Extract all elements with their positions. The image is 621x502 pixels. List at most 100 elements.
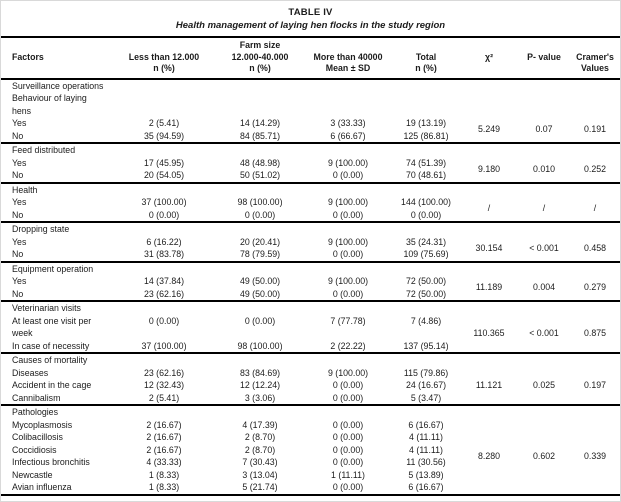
table-row: Avian influenza 1 (8.33) 5 (21.74) 0 (0.00)… <box>1 481 620 495</box>
p-value-cell: < 0.001 <box>529 242 559 253</box>
cramer-value-cell: 0.252 <box>583 163 606 174</box>
section-label: Equipment operation <box>12 263 94 274</box>
value-cell: 35 (94.59) <box>143 130 185 141</box>
value-cell: 7 (77.78) <box>330 315 366 326</box>
header-line: n (%) <box>415 63 437 73</box>
value-cell: 1 (8.33) <box>148 469 180 480</box>
value-cell: 0 (0.00) <box>148 209 180 220</box>
value-cell: 0 (0.00) <box>148 315 180 326</box>
section-label: Causes of mortality <box>12 355 88 365</box>
value-cell: 0 (0.00) <box>332 380 364 390</box>
table-row: Colibacillosis 2 (16.67) 2 (8.70) 0 (0.00) 4… <box>1 431 620 444</box>
value-cell: 70 (48.61) <box>405 170 447 180</box>
col-header-cramers-values: Cramer's Values <box>570 37 620 80</box>
table-row: At least one visit per week 0 (0.00) 0 (0.0… <box>1 315 620 340</box>
table-section: Veterinarian visits At least one visit pe… <box>1 301 620 353</box>
value-cell: 37 (100.00) <box>141 197 187 207</box>
value-cell: 0 (0.00) <box>332 457 364 467</box>
header-line: More than 40000 <box>313 51 383 62</box>
row-label: In case of necessity <box>12 340 90 351</box>
table-caption: TABLE IV Health management of laying hen… <box>1 1 620 36</box>
value-cell: 4 (11.11) <box>409 444 443 455</box>
value-cell: 98 (100.00) <box>237 340 283 351</box>
value-cell: 1 (8.33) <box>148 482 180 492</box>
chi-square-cell: 11.121 <box>475 380 503 390</box>
value-cell: 49 (50.00) <box>239 288 281 299</box>
p-value-cell: 0.602 <box>532 450 555 461</box>
value-cell: 48 (48.98) <box>239 157 281 168</box>
cramer-value-cell: 0.458 <box>583 242 606 253</box>
chi-square-cell: 11.189 <box>475 282 503 293</box>
row-label: Cannibalism <box>12 392 61 403</box>
row-label: No <box>12 209 24 220</box>
row-label: Coccidiosis <box>12 444 57 455</box>
value-cell: 74 (51.39) <box>405 157 447 168</box>
section-header-row: Health <box>1 183 620 197</box>
cramer-value-cell: / <box>593 203 597 214</box>
p-value-cell: 0.025 <box>532 380 555 390</box>
col-header-factors: Factors <box>1 37 112 80</box>
row-label: No <box>12 130 24 141</box>
table-section: Health Yes 37 (100.00) 98 (100.00) 9 (100.00… <box>1 182 620 223</box>
table-row: No 35 (94.59) 84 (85.71) 6 (66.67) 125 (86.8… <box>1 130 620 144</box>
section-header-row: Surveillance operations <box>1 79 620 93</box>
value-cell: 3 (33.33) <box>330 118 366 128</box>
value-cell: 0 (0.00) <box>410 209 442 220</box>
table-section: Dropping state Yes 6 (16.22) 20 (20.41) 9 (1… <box>1 222 620 262</box>
value-cell: 0 (0.00) <box>332 444 364 455</box>
value-cell: 35 (24.31) <box>405 236 447 247</box>
section-label: Surveillance operations <box>12 80 104 91</box>
section-header-row: Behaviour of laying hens <box>1 92 620 117</box>
row-label: Diseases <box>12 367 49 378</box>
value-cell: 125 (86.81) <box>403 130 449 141</box>
table-row: Cannibalism 2 (5.41) 3 (3.06) 0 (0.00) 5 (3.… <box>1 392 620 406</box>
row-label: At least one visit per week <box>12 315 92 339</box>
table-row: No 0 (0.00) 0 (0.00) 0 (0.00) 0 (0.00) <box>1 209 620 223</box>
value-cell: 4 (33.33) <box>146 457 182 467</box>
header-line: n (%) <box>249 63 271 73</box>
value-cell: 0 (0.00) <box>332 482 364 492</box>
table-row: No 20 (54.05) 50 (51.02) 0 (0.00) 70 (48.61) <box>1 169 620 183</box>
value-cell: 9 (100.00) <box>327 367 369 378</box>
section-label: Feed distributed <box>12 145 76 155</box>
row-label: Yes <box>12 236 27 247</box>
section-label: Health <box>12 184 38 195</box>
value-cell: 9 (100.00) <box>327 157 369 168</box>
value-cell: 23 (62.16) <box>143 288 185 299</box>
col-header-less-than-12000: Less than 12.000 n (%) <box>112 37 216 80</box>
value-cell: 115 (79.86) <box>403 367 449 378</box>
table-row: Yes 2 (5.41) 14 (14.29) 3 (33.33) 19 (13.19)… <box>1 117 620 134</box>
value-cell: 0 (0.00) <box>332 392 364 403</box>
table-row: Infectious bronchitis 4 (33.33) 7 (30.43) 0… <box>1 456 620 469</box>
value-cell: 84 (85.71) <box>239 130 281 141</box>
row-label: No <box>12 170 24 180</box>
value-cell: 2 (16.67) <box>146 444 182 455</box>
value-cell: 2 (5.41) <box>148 392 180 403</box>
row-label: Yes <box>12 118 27 128</box>
p-value-cell: 0.004 <box>532 282 555 293</box>
table-section: Surveillance operations Behaviour of layi… <box>1 78 620 144</box>
chi-square-cell: / <box>487 203 491 214</box>
section-header-row: Causes of mortality <box>1 353 620 367</box>
table-row: In case of necessity 37 (100.00) 98 (100.0… <box>1 340 620 354</box>
p-value-cell: 0.07 <box>535 124 553 135</box>
col-header-12000-40000: Farm size 12.000-40.000 n (%) <box>216 37 304 80</box>
value-cell: 137 (95.14) <box>403 340 449 351</box>
p-value-cell: 0.010 <box>532 163 555 174</box>
value-cell: 0 (0.00) <box>332 249 364 259</box>
cramer-value-cell: 0.279 <box>583 282 606 293</box>
value-cell: 6 (66.67) <box>330 130 366 141</box>
value-cell: 78 (79.59) <box>239 249 281 259</box>
row-label: Mycoplasmosis <box>12 419 73 430</box>
data-table: Factors Less than 12.000 n (%) Farm size… <box>1 36 620 496</box>
value-cell: 0 (0.00) <box>332 419 364 430</box>
table-row: No 31 (83.78) 78 (79.59) 0 (0.00) 109 (75.69… <box>1 248 620 262</box>
value-cell: 0 (0.00) <box>332 288 364 299</box>
table-row: Newcastle 1 (8.33) 3 (13.04) 1 (11.11) 5 (13… <box>1 469 620 482</box>
value-cell: 7 (30.43) <box>242 457 278 467</box>
value-cell: 49 (50.00) <box>239 276 281 286</box>
value-cell: 2 (8.70) <box>244 444 276 455</box>
section-label: Pathologies <box>12 407 58 417</box>
value-cell: 0 (0.00) <box>244 209 276 220</box>
value-cell: 2 (5.41) <box>148 118 180 128</box>
